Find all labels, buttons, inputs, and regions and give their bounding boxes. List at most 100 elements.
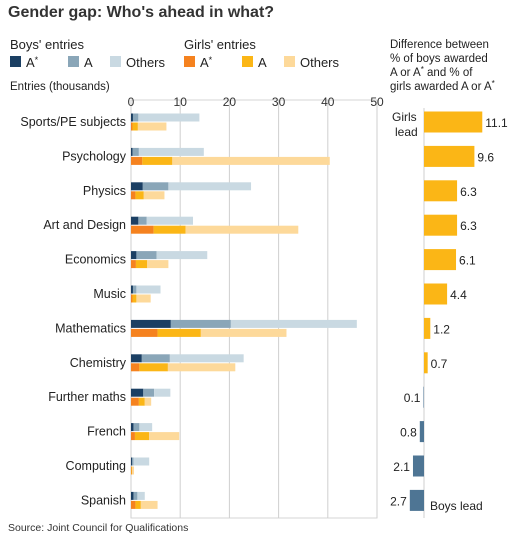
x-tick-label: 50 <box>370 95 384 109</box>
diff-panel-title: A or A* and % of <box>390 65 473 79</box>
diff-value-label: 6.1 <box>459 254 476 268</box>
diff-value-label: 9.6 <box>477 150 494 164</box>
boys-lead-annotation: Boys lead <box>430 499 483 513</box>
bar-segment <box>142 182 169 191</box>
bar-segment <box>133 457 150 466</box>
bar-segment <box>131 363 140 372</box>
category-label: Spanish <box>81 493 126 507</box>
bar-segment <box>172 156 330 165</box>
legend-group-title: Girls' entries <box>184 37 256 52</box>
bar-segment <box>137 122 167 131</box>
category-label: Chemistry <box>70 356 127 370</box>
bar-segment <box>146 216 193 225</box>
legend-swatch <box>110 56 121 67</box>
bar-segment <box>133 491 138 500</box>
diff-value-label: 6.3 <box>460 185 477 199</box>
plot-area <box>130 99 378 519</box>
bar-segment <box>131 388 144 397</box>
bar-segment <box>167 363 236 372</box>
x-tick-label: 10 <box>174 95 188 109</box>
category-label: Mathematics <box>55 321 126 335</box>
bar-segment <box>230 319 357 328</box>
diff-bar <box>424 180 458 202</box>
bar-segment <box>168 182 252 191</box>
bar-segment <box>149 432 180 441</box>
source-note: Source: Joint Council for Qualifications <box>8 522 189 534</box>
bar-segment <box>131 191 136 200</box>
bar-segment <box>136 285 161 294</box>
diff-value-label: 0.8 <box>400 426 417 440</box>
diff-bar <box>424 111 483 133</box>
bar-segment <box>131 182 143 191</box>
category-label: Psychology <box>62 149 127 163</box>
legend-swatch <box>68 56 79 67</box>
bar-segment <box>134 432 150 441</box>
bar-segment <box>154 388 171 397</box>
bar-segment <box>138 216 147 225</box>
legend-item-label: A* <box>200 55 213 70</box>
bar-segment <box>132 147 139 156</box>
x-tick-label: 40 <box>321 95 335 109</box>
diff-bar <box>424 283 448 305</box>
bar-segment <box>131 319 171 328</box>
category-label: Art and Design <box>43 218 126 232</box>
diff-bar <box>419 421 424 443</box>
bar-segment <box>200 328 287 337</box>
bar-segment <box>131 122 133 131</box>
legend-swatch <box>284 56 295 67</box>
legend-item-label: A <box>84 55 93 70</box>
bar-segment <box>157 328 201 337</box>
diff-bar <box>412 455 424 477</box>
diff-panel-title: Difference between <box>390 39 489 51</box>
bar-segment <box>131 147 133 156</box>
bar-segment <box>141 354 170 363</box>
bar-segment <box>156 251 208 260</box>
bar-segment <box>131 457 134 466</box>
x-tick-label: 30 <box>272 95 286 109</box>
bar-segment <box>131 457 132 466</box>
legend-item-label: A* <box>26 55 39 70</box>
legend-item-label: Others <box>300 55 340 70</box>
bar-segment <box>143 191 165 200</box>
legend-swatch <box>10 56 21 67</box>
bar-segment <box>144 397 152 406</box>
bar-segment <box>131 294 133 303</box>
bar-segment <box>131 156 143 165</box>
bar-segment <box>137 491 145 500</box>
bar-segment <box>131 500 136 509</box>
bar-segment <box>132 294 137 303</box>
bar-segment <box>138 113 200 122</box>
bar-segment <box>131 285 133 294</box>
diff-bar <box>424 352 428 374</box>
bar-segment <box>131 432 135 441</box>
bar-segment <box>132 285 137 294</box>
diff-value-label: 0.7 <box>431 357 448 371</box>
chart-title: Gender gap: Who's ahead in what? <box>8 4 275 21</box>
bar-segment <box>170 319 231 328</box>
diff-bar <box>424 317 431 339</box>
bar-segment <box>132 113 139 122</box>
diff-bar <box>409 489 424 511</box>
girls-lead-annotation: Girls <box>392 110 417 124</box>
bar-segment <box>131 251 137 260</box>
bar-segment <box>131 260 136 269</box>
bar-segment <box>131 466 134 475</box>
bar-segment <box>132 122 138 131</box>
bar-segment <box>185 225 299 234</box>
bar-segment <box>131 113 133 122</box>
diff-bar <box>423 386 424 408</box>
diff-bar <box>424 214 458 236</box>
category-label: Music <box>93 287 126 301</box>
bar-segment <box>139 363 168 372</box>
diff-bar <box>424 145 475 167</box>
category-label: Economics <box>65 253 126 267</box>
diff-value-label: 2.7 <box>390 494 407 508</box>
bar-segment <box>139 423 153 432</box>
bar-segment <box>135 260 148 269</box>
category-label: Further maths <box>48 390 126 404</box>
bar-segment <box>131 397 139 406</box>
diff-panel-title: % of boys awarded <box>390 53 488 65</box>
bar-segment <box>153 225 186 234</box>
axis-label: Entries (thousands) <box>10 81 110 93</box>
diff-value-label: 2.1 <box>393 460 410 474</box>
